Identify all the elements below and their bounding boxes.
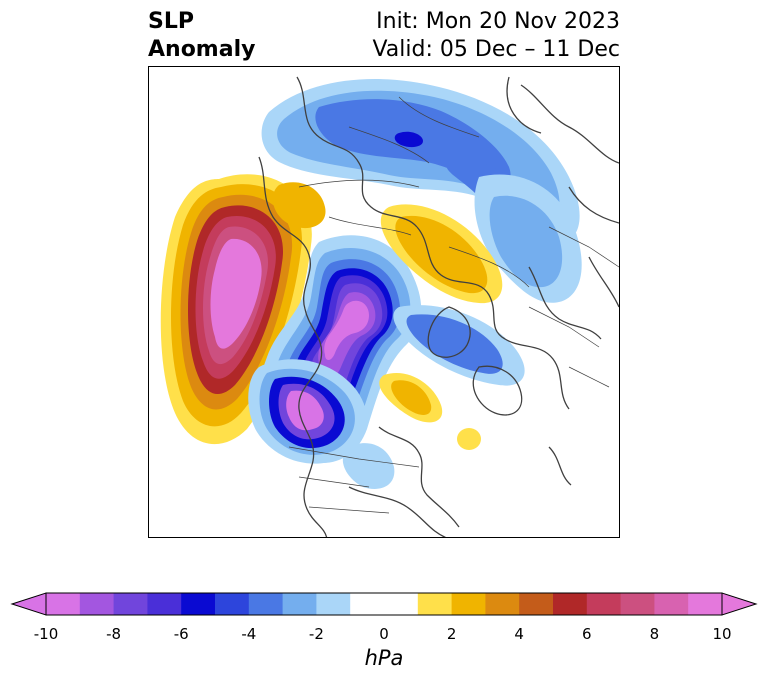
colorbar-bin <box>688 593 723 615</box>
colorbar-bin <box>485 593 520 615</box>
anomaly-map <box>160 76 619 537</box>
colorbar-bin <box>147 593 182 615</box>
tick-label: -8 <box>106 625 122 643</box>
barents-low <box>393 305 525 386</box>
colorbar-bin <box>282 593 317 615</box>
map-panel <box>148 66 620 538</box>
colorbar-bin <box>519 593 554 615</box>
colorbar-bin <box>215 593 250 615</box>
tick-label: -4 <box>241 625 257 643</box>
tick-label: -6 <box>173 625 189 643</box>
kara-high <box>380 204 503 304</box>
colorbar-bin <box>451 593 486 615</box>
siberia-low <box>474 174 582 303</box>
tick-label: 4 <box>514 625 524 643</box>
date-block: Init: Mon 20 Nov 2023 Valid: 05 Dec – 11… <box>372 8 620 64</box>
bering-high <box>272 182 326 229</box>
southern-extension-low <box>248 359 367 464</box>
colorbar-bin <box>620 593 655 615</box>
tick-label: 2 <box>446 625 457 643</box>
colorbar-extend-high <box>721 592 758 616</box>
tick-label: 8 <box>649 625 660 643</box>
colorbar-graphic <box>10 592 758 616</box>
colorbar-units: hPa <box>364 646 404 670</box>
colorbar-bin <box>181 593 216 615</box>
borders <box>288 96 619 514</box>
colorbar-bin <box>586 593 622 615</box>
colorbar-bin <box>46 593 81 615</box>
tick-label: -2 <box>308 625 324 643</box>
atlantic-low <box>342 443 395 489</box>
colorbar-bin <box>350 593 419 615</box>
colorbar <box>0 585 768 625</box>
colorbar-bin <box>248 593 284 615</box>
colorbar-bin <box>113 593 148 615</box>
colorbar-bin <box>654 593 689 615</box>
title-line-2: Anomaly <box>148 37 256 62</box>
colorbar-bin <box>417 593 453 615</box>
valid-range: Valid: 05 Dec – 11 Dec <box>372 37 620 62</box>
greenland-high <box>379 373 481 450</box>
colorbar-bin <box>553 593 588 615</box>
tick-label: 10 <box>712 625 732 643</box>
tick-label: -10 <box>33 625 59 643</box>
colorbar-extend-low <box>10 592 47 616</box>
title-line-1: SLP <box>148 9 194 34</box>
colorbar-bin <box>316 593 351 615</box>
title-block: SLP Anomaly <box>148 8 255 64</box>
colorbar-bin <box>79 593 115 615</box>
colorbar-outline <box>45 592 723 616</box>
tick-label: 6 <box>582 625 592 643</box>
init-date: Init: Mon 20 Nov 2023 <box>376 9 620 34</box>
tick-label: 0 <box>379 625 389 643</box>
coastlines <box>258 76 619 537</box>
